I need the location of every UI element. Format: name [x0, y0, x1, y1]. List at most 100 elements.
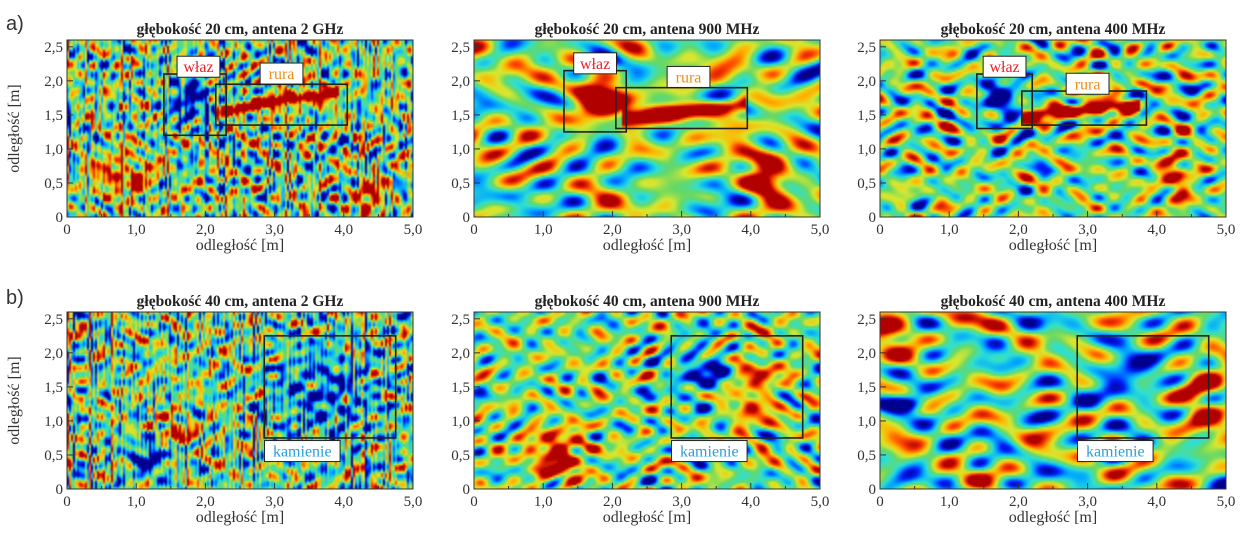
x-tick-label: 3,0: [265, 222, 284, 238]
x-axis-label: odległość [m]: [1009, 509, 1097, 526]
x-tick-label: 5,0: [404, 222, 423, 238]
y-tick-label: 2,0: [857, 346, 876, 362]
y-tick-label: 2,5: [451, 312, 470, 328]
y-tick-label: 2,5: [857, 312, 876, 328]
annotation-label-bg: [1065, 72, 1110, 95]
panel-title: głębokość 20 cm, antena 2 GHz: [137, 21, 344, 38]
y-tick-label: 0,5: [451, 176, 470, 192]
x-axis-label: odległość [m]: [603, 509, 691, 526]
y-tick-label: 1,5: [857, 108, 876, 124]
x-tick-label: 1,0: [940, 222, 959, 238]
y-tick-label: 0,5: [44, 176, 63, 192]
y-tick-label: 1,5: [451, 380, 470, 396]
x-tick-label: 0: [63, 222, 71, 238]
x-tick-label: 1,0: [127, 222, 146, 238]
x-tick-label: 1,0: [534, 222, 553, 238]
annotation-label-bg: [259, 62, 304, 85]
annotation-label-bg: [1076, 440, 1154, 463]
y-tick-label: 0,5: [451, 448, 470, 464]
y-tick-label: 2,0: [451, 346, 470, 362]
x-tick-label: 5,0: [404, 494, 423, 510]
panel-3: głębokość 20 cm, antena 400 MHz 0 1,0 2,0 3,…: [857, 21, 1235, 254]
x-tick-label: 2,0: [1009, 494, 1028, 510]
x-axis-label: odległość [m]: [196, 509, 284, 526]
annotation-label: rura: [676, 69, 702, 86]
y-tick-label: 1,5: [451, 108, 470, 124]
y-tick-label: 1,0: [857, 142, 876, 158]
y-tick-label: 1,0: [451, 414, 470, 430]
y-tick-label: 2,5: [857, 40, 876, 56]
x-tick-label: 0: [876, 222, 884, 238]
annotation-label-bg: [982, 55, 1027, 78]
annotation-label: rura: [1075, 76, 1101, 93]
panels: głębokość 20 cm, antena 2 GHz 0 1,0 2,0 3,0 4…: [6, 21, 1235, 526]
annotation-label: kamienie: [680, 444, 739, 461]
y-tick-label: 1,0: [44, 414, 63, 430]
y-tick-label: 0,5: [857, 176, 876, 192]
annotation-label-bg: [670, 440, 748, 463]
x-tick-label: 5,0: [811, 222, 830, 238]
y-tick-label: 0: [463, 482, 471, 498]
x-tick-label: 3,0: [672, 222, 691, 238]
heatmap-image: [880, 40, 1226, 217]
x-tick-label: 0: [470, 494, 478, 510]
heatmap-image: [474, 312, 820, 489]
row-label-a: a): [6, 13, 24, 35]
x-tick-label: 4,0: [741, 494, 760, 510]
y-tick-label: 2,0: [44, 346, 63, 362]
y-tick-label: 0: [56, 210, 64, 226]
panel-2: głębokość 20 cm, antena 900 MHz 0 1,0 2,0 3,…: [451, 21, 829, 254]
x-tick-label: 4,0: [334, 494, 353, 510]
x-tick-label: 2,0: [603, 222, 622, 238]
panel-title: głębokość 40 cm, antena 900 MHz: [535, 293, 760, 310]
x-tick-label: 2,0: [1009, 222, 1028, 238]
x-axis-label: odległość [m]: [196, 237, 284, 254]
x-tick-label: 0: [63, 494, 71, 510]
panel-4: głębokość 40 cm, antena 2 GHz 0 1,0 2,0 3,0 4…: [6, 293, 422, 526]
annotation-label-bg: [573, 52, 618, 75]
x-axis-label: odległość [m]: [603, 237, 691, 254]
x-tick-label: 4,0: [1147, 494, 1166, 510]
heatmap-image: [67, 312, 413, 489]
annotation-label: kamienie: [1086, 444, 1145, 461]
y-tick-label: 2,5: [451, 40, 470, 56]
annotation-label-bg: [666, 65, 711, 88]
x-tick-label: 0: [470, 222, 478, 238]
x-tick-label: 3,0: [1078, 494, 1097, 510]
x-tick-label: 1,0: [534, 494, 553, 510]
y-tick-label: 2,0: [857, 74, 876, 90]
y-tick-label: 1,0: [451, 142, 470, 158]
panel-5: głębokość 40 cm, antena 900 MHz 0 1,0 2,0 3,…: [451, 293, 829, 526]
x-tick-label: 3,0: [672, 494, 691, 510]
y-tick-label: 1,0: [44, 142, 63, 158]
y-axis-label: odległość [m]: [6, 356, 23, 444]
y-tick-label: 2,5: [44, 312, 63, 328]
panel-title: głębokość 20 cm, antena 900 MHz: [535, 21, 760, 38]
x-tick-label: 5,0: [811, 494, 830, 510]
x-tick-label: 2,0: [196, 222, 215, 238]
y-tick-label: 1,0: [857, 414, 876, 430]
annotation-box: [1076, 335, 1210, 439]
y-tick-label: 2,0: [451, 74, 470, 90]
heatmap-image: [880, 312, 1226, 489]
x-tick-label: 5,0: [1217, 494, 1236, 510]
x-tick-label: 4,0: [1147, 222, 1166, 238]
y-tick-label: 0: [869, 482, 877, 498]
annotation-label: właz: [989, 59, 1019, 76]
x-tick-label: 2,0: [603, 494, 622, 510]
y-tick-label: 0,5: [44, 448, 63, 464]
x-tick-label: 1,0: [127, 494, 146, 510]
y-axis-label: odległość [m]: [6, 84, 23, 172]
panel-1: głębokość 20 cm, antena 2 GHz 0 1,0 2,0 3,0 4…: [6, 21, 422, 254]
annotation-label-bg: [263, 440, 341, 463]
annotation-label: rura: [269, 66, 295, 83]
x-tick-label: 4,0: [334, 222, 353, 238]
annotation-label: właz: [183, 59, 213, 76]
x-tick-label: 2,0: [196, 494, 215, 510]
x-tick-label: 1,0: [940, 494, 959, 510]
x-tick-label: 0: [876, 494, 884, 510]
annotation-box: [670, 335, 804, 439]
panel-6: głębokość 40 cm, antena 400 MHz 0 1,0 2,0 3,…: [857, 293, 1235, 526]
x-axis-label: odległość [m]: [1009, 237, 1097, 254]
